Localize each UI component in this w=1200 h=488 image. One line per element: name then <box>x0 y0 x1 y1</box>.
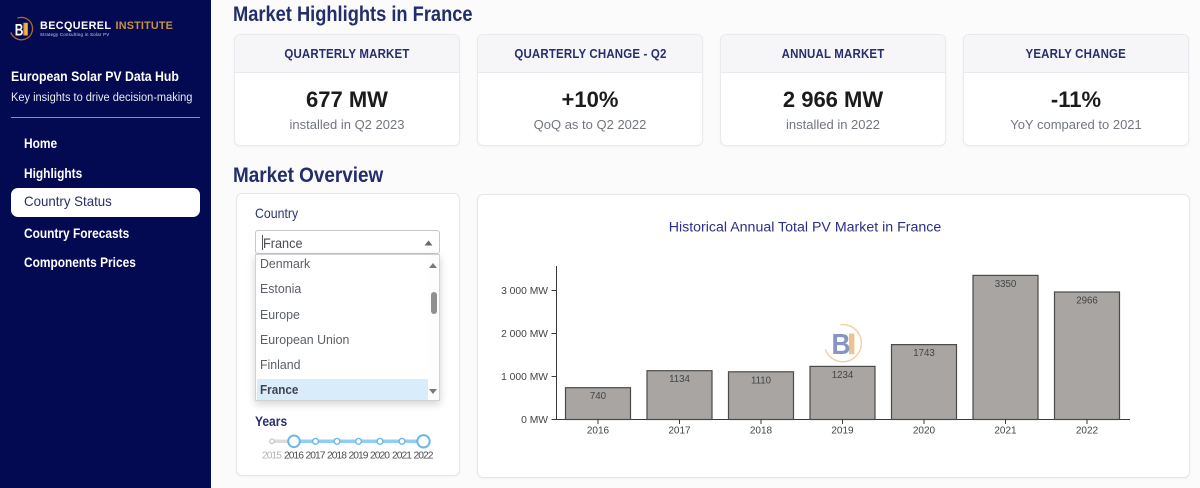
svg-text:2022: 2022 <box>414 451 434 462</box>
svg-text:0 MW: 0 MW <box>521 415 548 426</box>
svg-text:BECQUEREL: BECQUEREL <box>40 20 111 32</box>
svg-text:2017: 2017 <box>668 425 691 436</box>
svg-text:3350: 3350 <box>995 279 1017 290</box>
svg-text:1 000 MW: 1 000 MW <box>501 372 548 383</box>
svg-text:2020: 2020 <box>913 425 936 436</box>
svg-text:2017: 2017 <box>306 451 326 462</box>
svg-text:1743: 1743 <box>913 348 935 359</box>
svg-text:2016: 2016 <box>587 425 610 436</box>
svg-text:2019: 2019 <box>349 451 369 462</box>
svg-text:3 000 MW: 3 000 MW <box>501 286 548 297</box>
svg-text:2021: 2021 <box>392 451 412 462</box>
svg-text:Strategy Consulting in Solar P: Strategy Consulting in Solar PV <box>40 32 110 37</box>
svg-text:B: B <box>15 22 24 40</box>
svg-text:2 000 MW: 2 000 MW <box>501 329 548 340</box>
svg-text:2020: 2020 <box>370 451 390 462</box>
svg-text:2018: 2018 <box>327 451 347 462</box>
svg-text:2966: 2966 <box>1076 296 1098 307</box>
svg-text:2015: 2015 <box>262 451 282 462</box>
svg-text:1134: 1134 <box>669 374 690 385</box>
svg-text:1234: 1234 <box>832 370 854 381</box>
svg-text:740: 740 <box>590 391 607 402</box>
svg-text:2019: 2019 <box>831 425 854 436</box>
svg-text:2016: 2016 <box>284 451 304 462</box>
svg-text:INSTITUTE: INSTITUTE <box>116 20 174 32</box>
svg-text:B: B <box>832 329 851 361</box>
svg-text:1110: 1110 <box>751 375 772 386</box>
svg-text:2018: 2018 <box>750 425 773 436</box>
svg-text:Historical Annual Total PV Mar: Historical Annual Total PV Market in Fra… <box>669 220 942 236</box>
svg-text:2021: 2021 <box>994 425 1017 436</box>
svg-text:2022: 2022 <box>1076 425 1099 436</box>
